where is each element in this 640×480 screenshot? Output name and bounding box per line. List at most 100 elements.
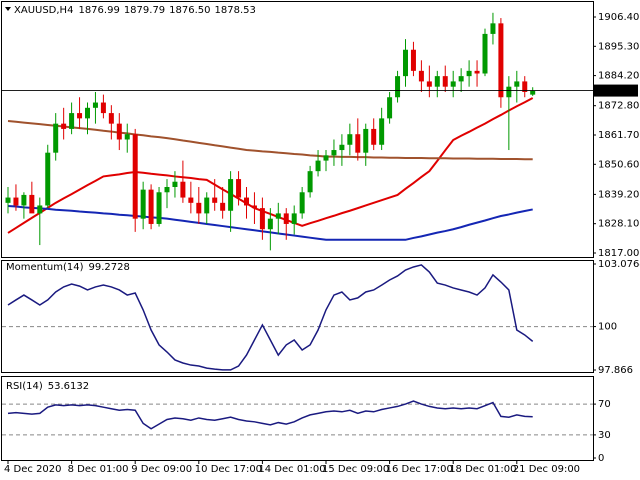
x-tick-label: 21 Dec 09:00 xyxy=(513,464,580,475)
momentum-panel xyxy=(1,260,594,373)
candle-body xyxy=(77,113,83,119)
indicator-line xyxy=(7,400,533,430)
candle-body xyxy=(85,107,90,119)
candle-body xyxy=(331,150,337,156)
candle-body xyxy=(323,155,329,161)
candle-body xyxy=(434,76,440,87)
quote-value: 1879.79 xyxy=(124,5,165,16)
y-tick-label: 1850.60 xyxy=(598,159,639,170)
candle-body xyxy=(45,152,51,206)
y-tick-label: 1861.70 xyxy=(598,130,639,141)
menu-icon xyxy=(5,7,11,11)
price-box-label: 1878.53 xyxy=(597,86,638,97)
quote-value: 1876.50 xyxy=(169,5,210,16)
y-tick-label: 30 xyxy=(598,430,611,441)
candle-body xyxy=(418,70,424,82)
candle-body xyxy=(379,118,385,145)
moving-average xyxy=(7,120,533,161)
candle-body xyxy=(69,113,75,129)
candle-body xyxy=(132,134,138,219)
candle-body xyxy=(5,197,11,203)
candle-body xyxy=(196,202,202,214)
candle-body xyxy=(259,208,265,230)
candle-body xyxy=(498,23,504,98)
candle-body xyxy=(116,123,122,140)
candle-body xyxy=(339,144,345,151)
candle-body xyxy=(371,128,377,145)
quote-value: 1878.53 xyxy=(215,5,256,16)
x-tick-label: 10 Dec 17:00 xyxy=(195,464,262,475)
x-tick-label: 9 Dec 09:00 xyxy=(131,464,192,475)
panel-title: RSI(14) xyxy=(6,381,43,392)
candle-body xyxy=(13,197,19,206)
candle-body xyxy=(204,197,210,214)
candle-body xyxy=(466,70,472,77)
y-tick-label: 97.866 xyxy=(598,365,633,376)
candle-body xyxy=(275,213,281,219)
candle-body xyxy=(347,134,353,145)
candle-body xyxy=(395,76,401,98)
rsi-panel xyxy=(1,376,594,461)
candle-body xyxy=(522,81,528,92)
indicator-value: 53.6132 xyxy=(48,381,89,392)
x-tick-label: 8 Dec 01:00 xyxy=(68,464,129,475)
x-tick-label: 16 Dec 17:00 xyxy=(386,464,453,475)
candle-body xyxy=(188,197,194,203)
candle-body xyxy=(53,123,59,153)
y-tick-label: 100 xyxy=(598,322,617,333)
candle-body xyxy=(61,123,67,129)
candle-body xyxy=(482,33,488,74)
y-tick-label: 1828.10 xyxy=(598,219,639,230)
candle-body xyxy=(474,70,480,74)
x-tick-label: 18 Dec 01:00 xyxy=(449,464,516,475)
candle-body xyxy=(21,194,27,206)
candle-body xyxy=(307,171,313,193)
y-tick-label: 1895.30 xyxy=(598,41,639,52)
candle-body xyxy=(315,160,321,172)
y-tick-label: 0 xyxy=(598,453,604,464)
price-box xyxy=(594,84,638,97)
candle-body xyxy=(156,192,162,224)
y-tick-label: 70 xyxy=(598,399,611,410)
y-tick-label: 1872.80 xyxy=(598,101,639,112)
candle-body xyxy=(283,213,289,224)
price-panel xyxy=(1,1,594,258)
candle-body xyxy=(172,181,178,187)
candle-body xyxy=(363,128,369,153)
candle-body xyxy=(387,97,393,119)
candle-body xyxy=(148,189,154,224)
candle-body xyxy=(124,134,130,140)
candle-body xyxy=(403,49,408,77)
candle-body xyxy=(236,179,242,198)
candle-body xyxy=(291,213,297,224)
candle-body xyxy=(410,49,416,71)
x-tick-label: 14 Dec 01:00 xyxy=(258,464,325,475)
candle-body xyxy=(355,134,361,153)
candle-body xyxy=(140,189,146,219)
candle-body xyxy=(100,102,106,114)
indicator-value: 99.2728 xyxy=(89,262,130,273)
x-tick-label: 4 Dec 2020 xyxy=(4,464,62,475)
candle-body xyxy=(450,81,456,87)
candle-body xyxy=(164,186,170,193)
candle-body xyxy=(180,181,186,198)
quote-value: 1876.99 xyxy=(78,5,119,16)
candle-body xyxy=(442,76,448,87)
candle-body xyxy=(108,113,114,124)
y-tick-label: 1906.40 xyxy=(598,12,639,23)
candle-body xyxy=(244,197,249,206)
candle-body xyxy=(506,86,512,98)
y-tick-label: 1817.00 xyxy=(598,248,639,259)
panel-title: Momentum(14) xyxy=(6,262,84,273)
x-tick-label: 15 Dec 09:00 xyxy=(322,464,389,475)
candle-body xyxy=(267,218,273,230)
candle-body xyxy=(251,205,257,209)
candle-body xyxy=(514,81,520,87)
panel-title: XAUUSD,H4 xyxy=(14,5,73,16)
y-tick-label: 1839.20 xyxy=(598,189,639,200)
candle-body xyxy=(220,202,226,211)
candle-body xyxy=(228,179,234,211)
indicator-line xyxy=(7,264,534,371)
